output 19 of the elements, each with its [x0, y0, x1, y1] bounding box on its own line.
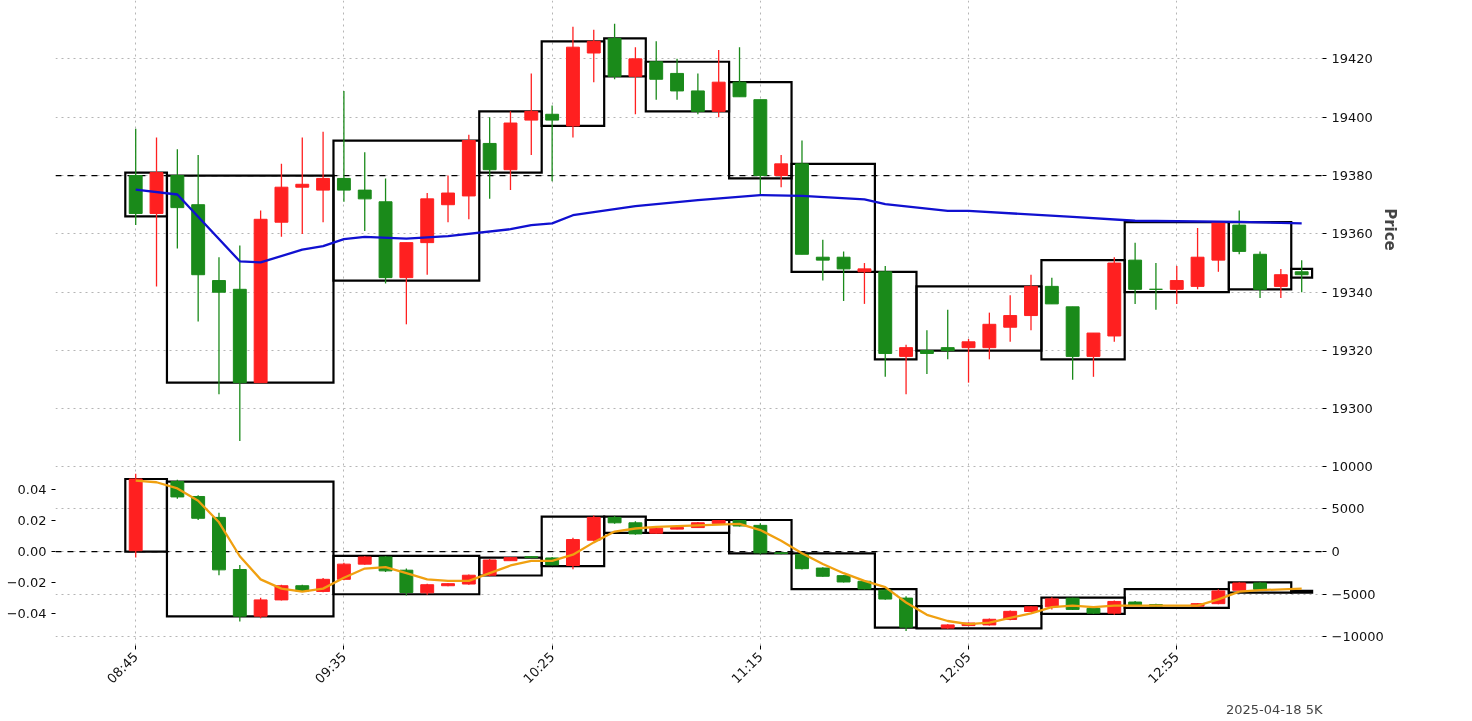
y2-tick-label: 0.00: [17, 544, 47, 560]
y-tick-label: 19300: [1331, 401, 1373, 417]
y-tick-label: 19380: [1331, 168, 1373, 184]
y-tick-label: −10000: [1331, 629, 1384, 645]
y-tick-label: 0: [1331, 544, 1340, 560]
y-tick-label: 19340: [1331, 284, 1373, 300]
y-tick-label: 19360: [1331, 226, 1373, 242]
y2-tick-label: −0.04: [6, 605, 47, 621]
y-tick-label: 10000: [1331, 458, 1373, 474]
y-tick-label: −5000: [1331, 586, 1376, 602]
y-tick-label: 19400: [1331, 109, 1373, 125]
y2-tick-label: 0.02: [17, 513, 47, 529]
y-tick-label: 19420: [1331, 51, 1373, 67]
y-tick-label: 5000: [1331, 501, 1365, 517]
y-axis-title: Price: [1380, 208, 1399, 251]
y-tick-label: 19320: [1331, 343, 1373, 359]
text: 2025-04-18 5K: [1226, 701, 1323, 717]
y2-tick-label: 0.04: [17, 482, 47, 498]
y2-tick-label: −0.02: [6, 574, 47, 590]
